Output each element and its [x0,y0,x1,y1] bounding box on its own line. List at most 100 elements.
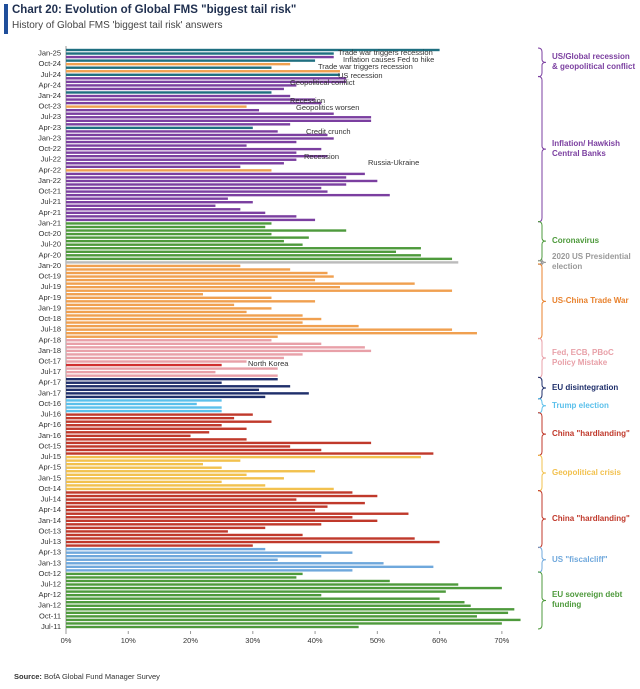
bar [66,555,322,558]
y-tick-label: Oct-19 [38,272,61,281]
bar [66,533,303,537]
bar [66,293,203,296]
bar [66,165,241,169]
bar [66,611,509,615]
x-tick-label: 60% [432,636,447,645]
bar [66,119,372,122]
bar [66,321,303,324]
annotation: North Korea [248,359,289,368]
y-tick-label: Oct-21 [38,187,61,196]
bar [66,501,365,505]
y-tick-label: Oct-18 [38,314,61,323]
bar [66,576,297,579]
y-tick-label: Apr-17 [38,378,61,387]
y-tick-label: Jul-20 [41,240,61,249]
bar [66,572,303,576]
bracket [537,47,547,78]
bar [66,151,297,154]
y-tick-label: Jan-14 [38,516,61,525]
bracket [537,376,547,400]
bar [66,137,334,140]
bar [66,601,465,604]
bar [66,547,266,551]
bar [66,324,359,328]
bar [66,395,266,399]
bar [66,144,247,147]
bar [66,296,272,299]
group-label: Geopolitical crisis [552,468,621,477]
bar [66,353,303,356]
bar [66,512,409,515]
bar [66,62,291,66]
bar [66,307,272,310]
bracket [537,337,547,379]
bar [66,278,316,282]
group-label: Trump election [552,400,609,410]
bar [66,349,372,353]
bar [66,59,316,62]
bar [66,328,453,331]
bar [66,84,297,87]
group-label: 2020 US Presidential election [552,252,631,272]
y-tick-label: Jan-12 [38,601,61,610]
group-label: EU sovereign debt funding [552,590,623,610]
source-text: BofA Global Fund Manager Survey [44,672,160,681]
y-tick-label: Jul-19 [41,282,61,291]
y-tick-label: Oct-11 [39,611,61,620]
bar [66,310,247,314]
annotation: Inflation causes Fed to hike [343,55,434,64]
bar [66,530,228,533]
group-label: Inflation/ Hawkish Central Banks [552,139,621,159]
bar [66,583,459,586]
y-tick-label: Jan-24 [38,91,61,100]
y-tick-label: Apr-24 [38,80,61,89]
y-tick-label: Oct-12 [38,569,61,578]
bar [66,176,347,179]
bar [66,579,390,583]
bar [66,342,322,346]
bar [66,416,235,420]
x-tick-label: 10% [121,636,136,645]
bar [66,162,284,165]
bar [66,399,222,402]
bar [66,455,421,459]
bar [66,154,328,158]
bar [66,105,247,108]
bar [66,540,440,544]
y-tick-label: Jul-23 [41,112,61,121]
bar [66,158,297,161]
bar [66,225,266,229]
bracket [537,263,547,340]
annotation: Russia-Ukraine [368,158,419,167]
bracket [537,412,547,457]
bar [66,190,328,193]
bar [66,303,235,307]
y-tick-label: Apr-22 [38,165,61,174]
annotation: Trade war triggers recession [338,48,433,57]
x-tick-label: 40% [308,636,323,645]
y-tick-label: Jul-14 [41,495,61,504]
bracket [537,397,547,414]
y-tick-label: Jan-16 [38,431,61,440]
bar [66,597,440,600]
bar [66,80,347,84]
bar [66,257,453,261]
y-tick-label: Apr-23 [38,123,61,132]
bar [66,55,334,59]
bar [66,558,278,561]
bar [66,565,434,569]
bracket [537,75,547,223]
annotation: Credit crunch [306,127,351,136]
y-tick-label: Jan-20 [38,261,61,270]
bar [66,356,284,360]
bar [66,562,384,565]
bar [66,331,477,335]
bracket [537,259,547,266]
bar [66,519,378,523]
y-tick-label: Oct-23 [38,102,61,111]
bar [66,494,378,498]
bracket [537,489,547,549]
bar [66,314,303,317]
bar [66,551,353,554]
